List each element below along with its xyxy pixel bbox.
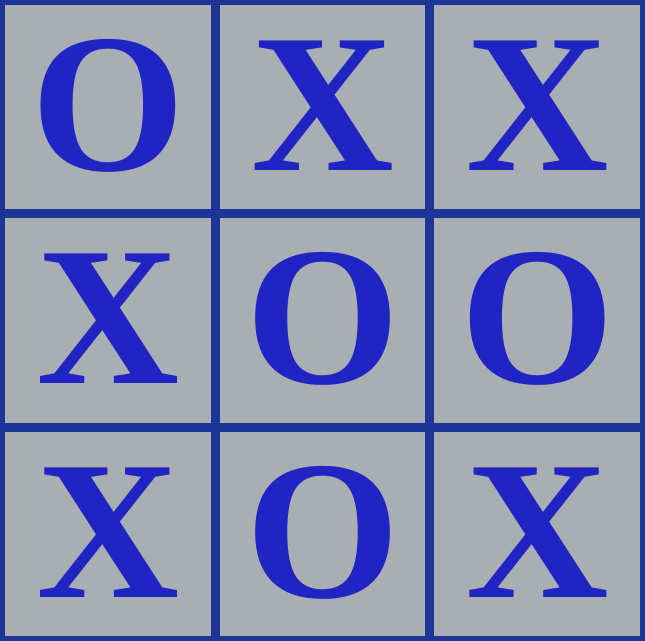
cell-r2c3[interactable]: O: [434, 218, 640, 423]
cell-mark: X: [465, 5, 609, 210]
cell-r3c1[interactable]: X: [5, 431, 211, 636]
cell-r2c1[interactable]: X: [5, 218, 211, 423]
cell-r1c1[interactable]: O: [5, 5, 211, 210]
cell-mark: X: [36, 218, 180, 423]
cell-mark: O: [245, 218, 400, 423]
cell-mark: O: [30, 5, 185, 210]
cell-mark: X: [250, 5, 394, 210]
cell-mark: X: [36, 431, 180, 636]
cell-r1c3[interactable]: X: [434, 5, 640, 210]
cell-r3c3[interactable]: X: [434, 431, 640, 636]
cell-r3c2[interactable]: O: [219, 431, 426, 636]
cell-r2c2[interactable]: O: [219, 218, 426, 423]
cell-mark: O: [460, 218, 615, 423]
cell-mark: O: [245, 431, 400, 636]
cell-r1c2[interactable]: X: [219, 5, 426, 210]
cell-mark: X: [465, 431, 609, 636]
